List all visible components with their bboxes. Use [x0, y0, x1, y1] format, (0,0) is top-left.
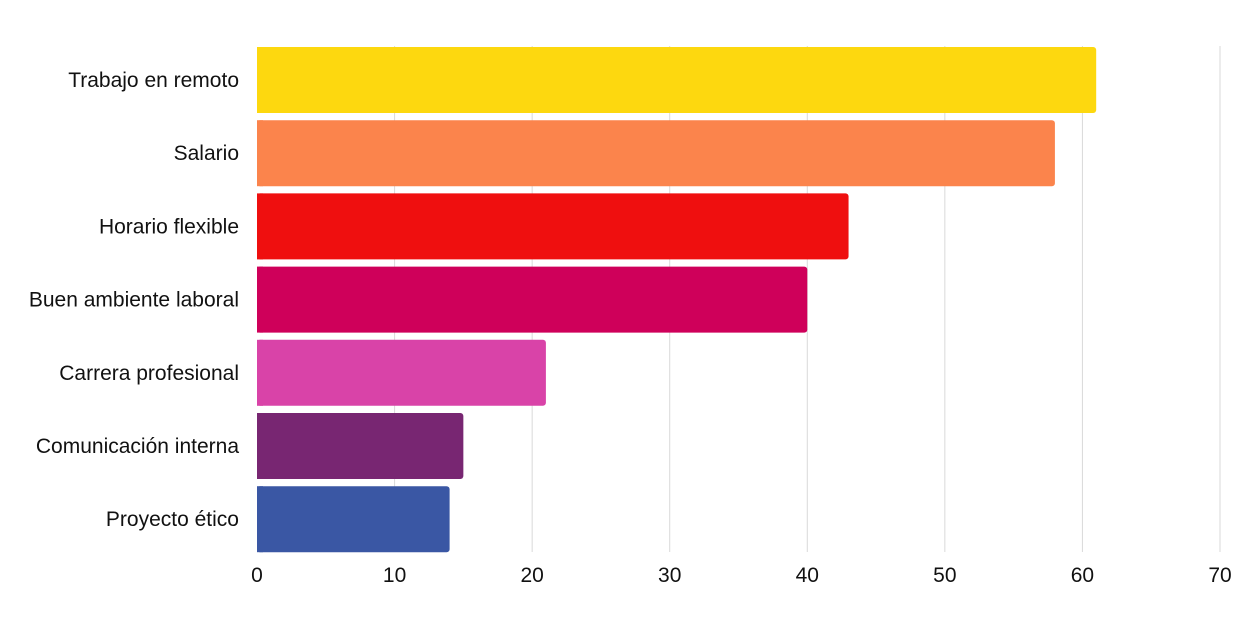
x-tick-label: 50	[933, 564, 956, 587]
bar-2-base	[257, 120, 263, 187]
category-label: Proyecto ético	[106, 508, 239, 531]
category-label: Trabajo en remoto	[68, 69, 239, 92]
x-tick-label: 40	[796, 564, 819, 587]
bar-7	[257, 486, 450, 553]
x-tick-label: 70	[1208, 564, 1231, 587]
x-tick-label: 0	[251, 564, 263, 587]
x-tick-label: 10	[383, 564, 406, 587]
bar-6-base	[257, 413, 263, 479]
category-label: Carrera profesional	[59, 362, 239, 385]
x-axis-tick-labels: 0 10 20 30 40 50 60 70	[251, 564, 1232, 587]
bar-3	[257, 193, 849, 260]
category-label: Comunicación interna	[36, 435, 239, 458]
category-label: Buen ambiente laboral	[29, 289, 239, 312]
bar-7-base	[257, 486, 263, 553]
bar-5	[257, 339, 546, 406]
category-label: Salario	[174, 142, 239, 165]
bar-1-base	[257, 47, 263, 113]
bar-4	[257, 266, 808, 333]
bars	[257, 47, 1097, 553]
bar-2	[257, 120, 1055, 187]
bar-3-base	[257, 193, 263, 260]
bar-5-base	[257, 339, 263, 406]
category-label: Horario flexible	[99, 215, 239, 238]
x-tick-label: 60	[1071, 564, 1094, 587]
x-tick-label: 20	[520, 564, 543, 587]
x-tick-label: 30	[658, 564, 681, 587]
bar-6	[257, 413, 464, 479]
category-labels: Trabajo en remoto Salario Horario flexible…	[29, 69, 239, 531]
bar-1	[257, 47, 1097, 113]
bar-4-base	[257, 266, 263, 333]
